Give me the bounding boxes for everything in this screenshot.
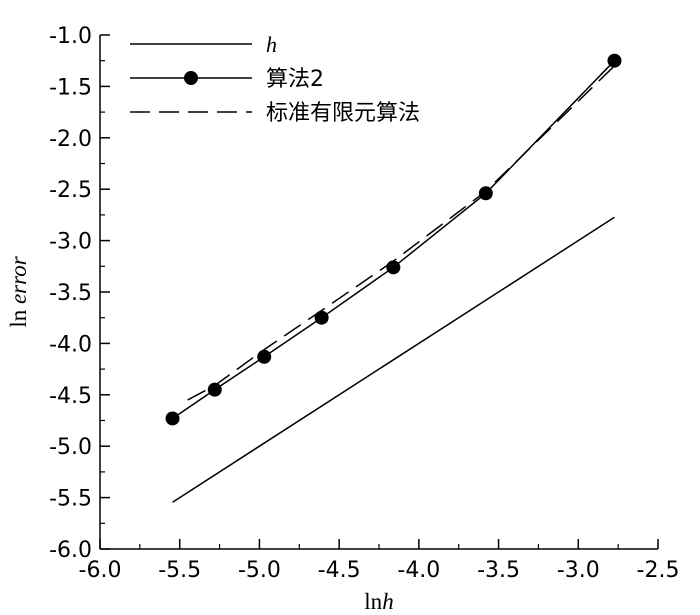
x-tick-label: -2.5 bbox=[637, 558, 680, 583]
series-point bbox=[314, 310, 329, 325]
legend-label-2: 算法2 bbox=[266, 67, 324, 92]
y-tick-label: -5.5 bbox=[49, 487, 92, 512]
legend: h 算法2 标准有限元算法 bbox=[130, 32, 420, 126]
series-point bbox=[207, 382, 222, 397]
y-tick-label: -5.0 bbox=[49, 435, 92, 460]
series-line-3 bbox=[187, 65, 615, 401]
legend-label-1: h bbox=[266, 32, 277, 57]
legend-marker bbox=[184, 71, 198, 85]
x-tick-label: -4.0 bbox=[397, 558, 440, 583]
x-tick-label: -3.5 bbox=[477, 558, 520, 583]
series-point bbox=[607, 53, 622, 68]
series-line-1 bbox=[172, 216, 615, 503]
x-tick-label: -3.0 bbox=[557, 558, 600, 583]
y-tick-label: -4.5 bbox=[49, 384, 92, 409]
series-point bbox=[478, 186, 493, 201]
x-tick-label: -6.0 bbox=[79, 558, 122, 583]
x-tick-label: -5.0 bbox=[238, 558, 281, 583]
series-point bbox=[257, 349, 272, 364]
y-tick-label: -3.0 bbox=[49, 230, 92, 255]
series-point bbox=[165, 411, 180, 426]
y-tick-label: -3.5 bbox=[49, 281, 92, 306]
y-tick-label: -6.0 bbox=[49, 538, 92, 563]
y-tick-label: -2.0 bbox=[49, 127, 92, 152]
x-axis-title: lnh bbox=[364, 589, 393, 614]
y-tick-label: -1.0 bbox=[49, 24, 92, 49]
series bbox=[165, 53, 622, 503]
y-tick-label: -2.5 bbox=[49, 178, 92, 203]
y-tick-label: -4.0 bbox=[49, 332, 92, 357]
y-axis-title: ln error bbox=[6, 255, 31, 327]
x-tick-label: -4.5 bbox=[318, 558, 361, 583]
x-tick-label: -5.5 bbox=[158, 558, 201, 583]
ticks: -6.0 -5.5 -5.0 -4.5 -4.0 -3.5 -3.0 -2.5 -1.0 -1.5… bbox=[49, 24, 679, 583]
y-tick-label: -1.5 bbox=[49, 75, 92, 100]
series-point bbox=[386, 260, 401, 275]
legend-label-3: 标准有限元算法 bbox=[266, 101, 420, 126]
